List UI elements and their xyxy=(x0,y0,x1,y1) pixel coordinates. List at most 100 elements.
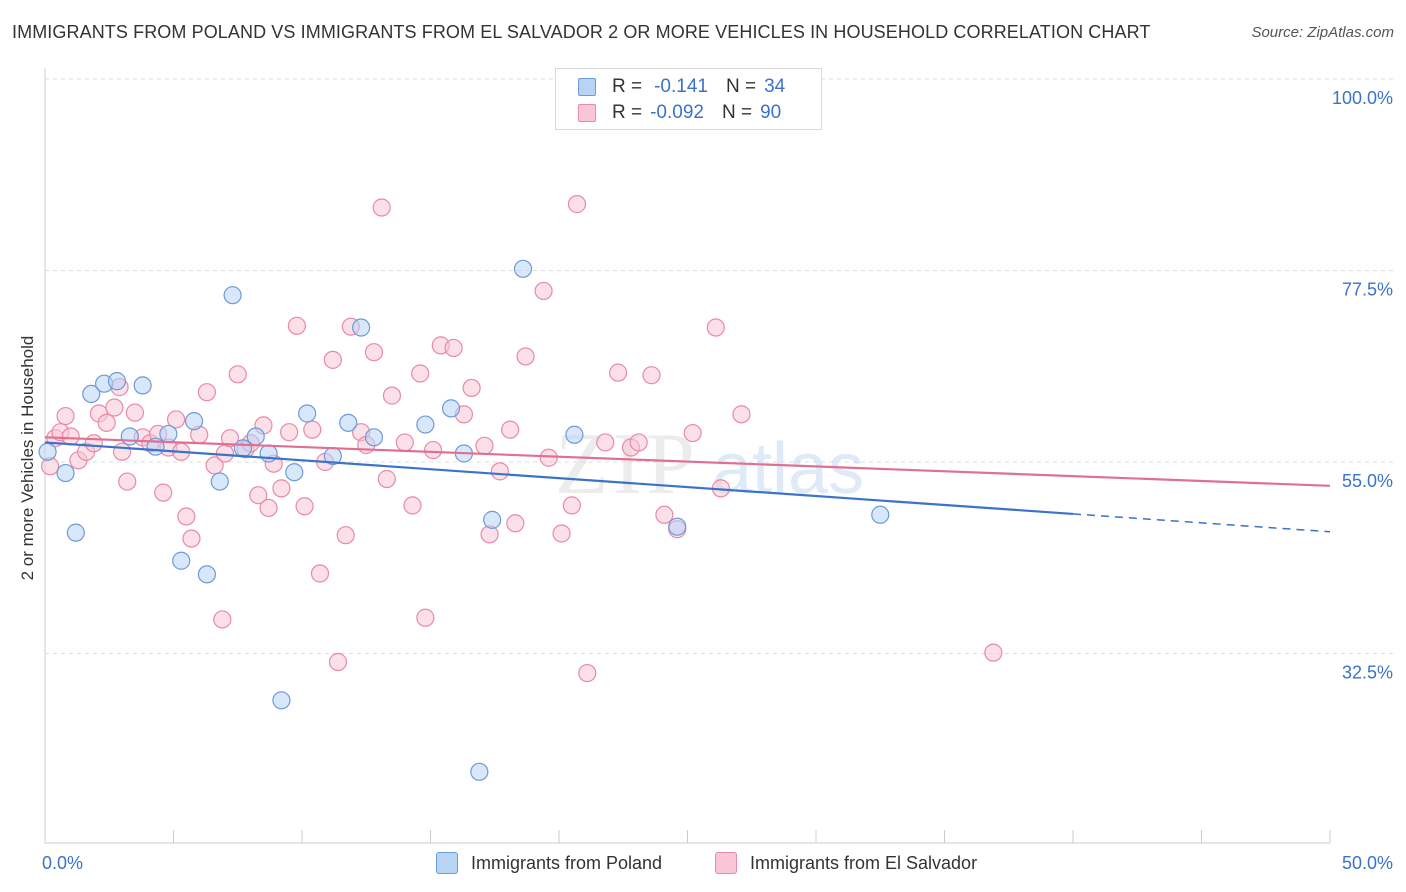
elsalvador-point xyxy=(416,608,435,627)
elsalvador-point xyxy=(372,198,391,217)
poland-point xyxy=(339,413,358,432)
elsalvador-point xyxy=(310,564,330,583)
x-tick-label: 50.0% xyxy=(1342,853,1393,873)
poland-point xyxy=(184,412,204,431)
elsalvador-point xyxy=(562,496,581,515)
watermark-atlas: atlas xyxy=(712,429,864,509)
elsalvador-point xyxy=(61,427,80,446)
elsalvador-point xyxy=(112,442,132,461)
elsalvador-point xyxy=(706,318,725,337)
elsalvador-point xyxy=(382,386,402,405)
elsalvador-point xyxy=(84,434,103,453)
poland-points xyxy=(38,259,890,781)
legend-n-label: N = xyxy=(721,102,753,123)
legend-r-label: R = xyxy=(612,102,643,123)
poland-trend-line xyxy=(44,441,1074,516)
elsalvador-point xyxy=(539,448,558,467)
correlation-legend: R = -0.141 N = 34 R = -0.092 N = 90 xyxy=(555,68,822,130)
legend-item-elsalvador: Immigrants from El Salvador xyxy=(715,852,977,874)
elsalvador-point xyxy=(56,406,75,426)
legend-row-elsalvador: R = -0.092 N = 90 xyxy=(578,100,781,126)
poland-point xyxy=(56,463,75,483)
legend-n-value-poland: 34 xyxy=(764,76,786,97)
elsalvador-point xyxy=(105,398,124,417)
elsalvador-point xyxy=(683,423,702,443)
elsalvador-point xyxy=(629,433,648,452)
legend-r-label: R = xyxy=(612,76,643,97)
trend-lines xyxy=(44,436,1331,533)
elsalvador-point xyxy=(411,364,430,383)
poland-point xyxy=(364,428,384,447)
poland-point xyxy=(513,259,533,278)
elsalvador-point xyxy=(506,514,525,533)
elsalvador-point xyxy=(516,347,535,366)
legend-n-label: N = xyxy=(725,76,757,97)
elsalvador-point xyxy=(249,486,268,505)
elsalvador-point xyxy=(596,433,615,452)
elsalvador-point xyxy=(272,479,291,498)
poland-point xyxy=(441,399,461,418)
elsalvador-point xyxy=(403,496,422,515)
legend-r-value-elsalvador: -0.092 xyxy=(650,102,704,123)
elsalvador-point xyxy=(177,507,196,526)
watermark: ZIP atlas xyxy=(555,416,864,513)
poland-trend-extension xyxy=(1072,513,1331,533)
elsalvador-trend-line xyxy=(44,436,1331,487)
elsalvador-point xyxy=(97,413,116,432)
elsalvador-point xyxy=(166,410,186,429)
y-tick-label: 55.0% xyxy=(1342,471,1393,491)
poland-point xyxy=(668,517,687,536)
elsalvador-point xyxy=(280,423,299,442)
elsalvador-point xyxy=(395,433,414,452)
legend-swatch-poland xyxy=(436,852,458,874)
elsalvador-point xyxy=(182,529,201,548)
y-tick-label: 77.5% xyxy=(1342,280,1393,300)
elsalvador-point xyxy=(118,472,137,491)
elsalvador-point xyxy=(490,462,509,481)
tick-labels: 32.5% 55.0% 77.5% 100.0% 0.0% 50.0% xyxy=(42,88,1393,873)
legend-label-elsalvador: Immigrants from El Salvador xyxy=(750,852,978,873)
legend-r-value-poland: -0.141 xyxy=(654,76,708,97)
elsalvador-point xyxy=(287,316,306,335)
poland-point xyxy=(565,425,584,444)
poland-point xyxy=(172,551,191,570)
elsalvador-point xyxy=(328,652,348,672)
poland-point xyxy=(82,384,101,404)
chart-title: IMMIGRANTS FROM POLAND VS IMMIGRANTS FRO… xyxy=(12,22,1151,42)
series-legend: Immigrants from Poland Immigrants from E… xyxy=(0,852,1406,876)
elsalvador-point xyxy=(578,663,597,683)
poland-point xyxy=(107,372,127,391)
poland-point xyxy=(285,463,304,482)
legend-item-poland: Immigrants from Poland xyxy=(436,852,662,874)
poland-point xyxy=(223,286,242,305)
elsalvador-point xyxy=(534,281,553,301)
elsalvador-point xyxy=(154,483,173,502)
poland-point xyxy=(133,376,152,395)
poland-point xyxy=(416,415,435,434)
elsalvador-point xyxy=(213,610,232,629)
legend-label-poland: Immigrants from Poland xyxy=(471,852,663,873)
elsalvador-point xyxy=(303,420,322,439)
poland-point xyxy=(38,442,57,461)
grid-lines xyxy=(45,78,1393,654)
elsalvador-point xyxy=(323,350,342,369)
elsalvador-point xyxy=(655,505,674,524)
y-tick-label: 32.5% xyxy=(1342,663,1393,683)
legend-swatch-poland xyxy=(578,78,596,96)
elsalvador-point xyxy=(228,365,247,384)
elsalvador-point xyxy=(364,343,384,362)
poland-point xyxy=(120,427,139,446)
poland-point xyxy=(470,762,489,781)
poland-point xyxy=(298,404,317,423)
poland-point xyxy=(66,523,85,542)
elsalvador-point xyxy=(197,383,217,402)
chart-source: Source: ZipAtlas.com xyxy=(1251,24,1394,41)
elsalvador-point xyxy=(501,420,520,439)
elsalvador-point xyxy=(377,469,396,489)
elsalvador-point xyxy=(336,526,355,545)
elsalvador-point xyxy=(125,403,145,422)
elsalvador-point xyxy=(732,405,751,424)
elsalvador-point xyxy=(609,363,628,382)
poland-point xyxy=(159,424,178,444)
elsalvador-point xyxy=(295,497,314,516)
